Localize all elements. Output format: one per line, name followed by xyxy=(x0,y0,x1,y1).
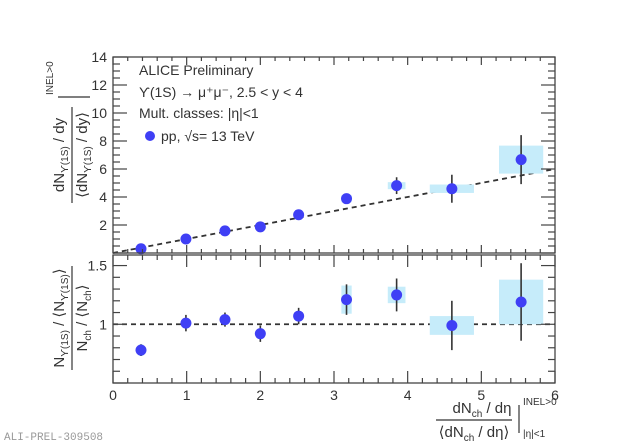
top-data-point-8 xyxy=(515,154,527,166)
bottom-y-tick-label: 1.5 xyxy=(88,258,108,274)
x-tick-label: 1 xyxy=(183,387,191,403)
top-data-point-2 xyxy=(219,225,231,237)
x-title-numerator: dNch / dη xyxy=(453,400,512,420)
reference-line-y-equals-x xyxy=(112,168,556,254)
top-data-point-6 xyxy=(391,180,403,192)
bottom-data-point-2 xyxy=(219,314,231,326)
bottom-y-title-numerator: Nϒ(1S) / ⟨Nϒ(1S)⟩ xyxy=(51,268,71,367)
x-tick-label: 5 xyxy=(477,387,485,403)
legend-header-classes: Mult. classes: |η|<1 xyxy=(139,105,259,121)
bottom-y-title-denominator: Nch / ⟨Nch⟩ xyxy=(74,284,94,351)
top-panel: 2 4 6 8 10 12 14 xyxy=(91,49,556,255)
top-y-axis-title: dNϒ(1S) / dy ⟨dNϒ(1S) / dy⟩ INEL>0 xyxy=(45,61,94,203)
x-title-denominator: ⟨dNch / dη⟩ xyxy=(439,424,510,444)
x-tick-label: 0 xyxy=(109,387,117,403)
legend-header-decay: ϒ(1S) → μ⁺μ⁻, 2.5 < y < 4 xyxy=(139,84,303,100)
bottom-panel-frame xyxy=(112,254,556,384)
top-y-title-numerator: dNϒ(1S) / dy xyxy=(51,117,71,192)
top-y-tick-label: 8 xyxy=(99,133,107,149)
bottom-data-point-6 xyxy=(391,289,403,301)
legend-header-experiment: ALICE Preliminary xyxy=(139,62,253,78)
top-y-tick-label: 4 xyxy=(99,189,107,205)
x-tick-label: 6 xyxy=(551,387,559,403)
top-y-tick-label: 6 xyxy=(99,161,107,177)
bottom-y-tick-label: 1 xyxy=(99,316,107,332)
top-data-point-5 xyxy=(341,193,353,205)
bottom-data-point-3 xyxy=(254,328,266,340)
top-y-title-denominator: ⟨dNϒ(1S) / dy⟩ xyxy=(74,112,94,198)
x-tick-label: 4 xyxy=(404,387,412,403)
top-data-point-0 xyxy=(135,243,147,255)
bottom-panel: 1 1.5 0 1 2 3 4 5 6 xyxy=(88,254,559,403)
top-data-point-7 xyxy=(446,183,458,195)
x-tick-label: 2 xyxy=(256,387,264,403)
legend-marker-pp xyxy=(145,131,155,141)
top-data-point-3 xyxy=(254,221,266,233)
bottom-y-axis-title: Nϒ(1S) / ⟨Nϒ(1S)⟩ Nch / ⟨Nch⟩ xyxy=(51,266,94,370)
bottom-data-point-5 xyxy=(341,294,353,306)
top-y-tick-label: 14 xyxy=(91,49,107,65)
top-y-tick-label: 10 xyxy=(91,105,107,121)
x-title-subscript: |η|<1 xyxy=(523,429,546,440)
top-data-point-4 xyxy=(293,209,305,221)
legend-entry-pp: pp, √s= 13 TeV xyxy=(161,128,255,144)
watermark-id: ALI-PREL-309508 xyxy=(4,432,103,444)
x-tick-label: 3 xyxy=(330,387,338,403)
top-y-tick-label: 2 xyxy=(99,217,107,233)
bottom-data-point-7 xyxy=(446,319,458,331)
top-data-point-1 xyxy=(180,233,192,245)
x-title-superscript: INEL>0 xyxy=(523,397,557,408)
bottom-data-point-0 xyxy=(135,344,147,356)
legend: ALICE Preliminary ϒ(1S) → μ⁺μ⁻, 2.5 < y … xyxy=(139,62,303,144)
x-axis-title: dNch / dη ⟨dNch / dη⟩ INEL>0 |η|<1 xyxy=(436,397,557,444)
top-y-title-superscript: INEL>0 xyxy=(45,61,56,95)
bottom-data-point-1 xyxy=(180,317,192,329)
bottom-data-point-4 xyxy=(293,310,305,322)
top-y-tick-label: 12 xyxy=(91,77,107,93)
bottom-data-point-8 xyxy=(515,296,527,308)
